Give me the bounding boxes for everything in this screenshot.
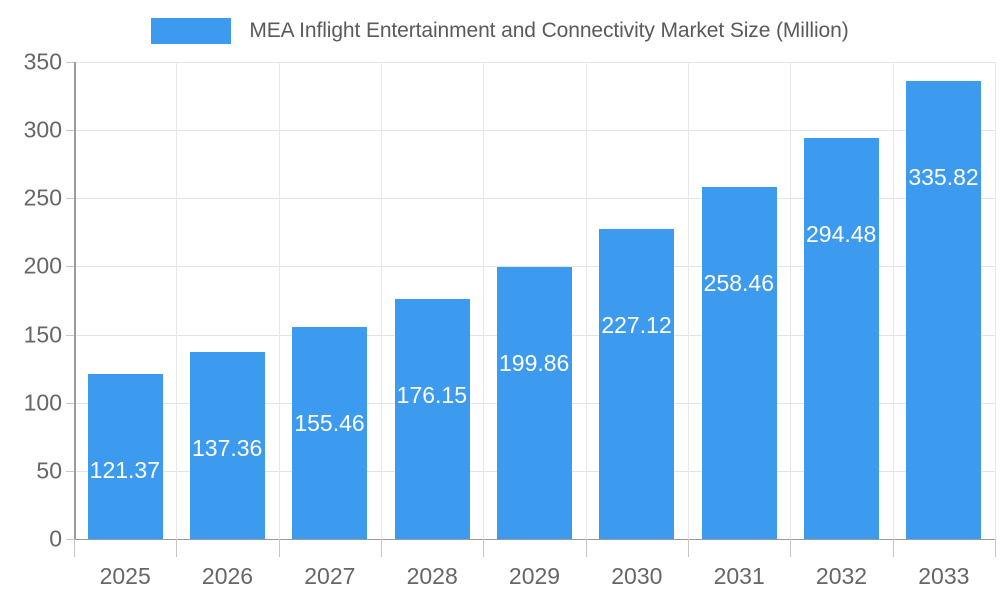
x-axis-tick-mark (995, 539, 996, 557)
y-axis-line (74, 62, 76, 540)
y-axis-tick-mark (66, 470, 74, 472)
gridline-vertical (176, 62, 177, 539)
gridline-vertical (381, 62, 382, 539)
x-axis-tick-label: 2029 (508, 563, 561, 589)
gridline-vertical (279, 62, 280, 539)
y-axis-tick-mark (66, 130, 74, 132)
bar-slot: 137.36 (190, 62, 265, 539)
bar[interactable] (394, 298, 470, 539)
gridline-horizontal (74, 130, 995, 132)
x-axis-tick-mark (893, 539, 894, 557)
x-axis-tick-label: 2032 (815, 563, 868, 589)
bar-slot: 176.15 (394, 62, 470, 539)
x-axis-tick-label: 2026 (201, 563, 254, 589)
y-axis-tick-mark (66, 539, 74, 540)
bar-slot: 294.48 (804, 62, 879, 539)
bar-slot: 121.37 (87, 62, 163, 539)
x-axis-tick-label: 2030 (611, 563, 663, 589)
x-axis-tick-mark (586, 539, 587, 557)
chart-legend: MEA Inflight Entertainment and Connectiv… (0, 10, 1000, 52)
y-axis-tick-label: 250 (23, 184, 62, 211)
gridline-vertical (586, 62, 587, 539)
y-axis-tick-labels: 0 50 100 150 200 250 300 350 (0, 0, 74, 600)
bar[interactable] (906, 81, 982, 539)
x-axis-tick-label: 2033 (918, 563, 970, 589)
gridline-vertical (893, 62, 894, 539)
x-axis-tick-label: 2025 (99, 563, 151, 589)
legend-item-market-size[interactable]: MEA Inflight Entertainment and Connectiv… (151, 18, 849, 44)
y-axis-tick-label: 350 (23, 48, 62, 75)
x-axis-tick-label: 2031 (713, 563, 765, 589)
gridline-horizontal (74, 62, 995, 63)
legend-color-swatch-icon (151, 18, 232, 44)
bar-value-label: 294.48 (806, 220, 877, 247)
bar[interactable] (292, 327, 368, 539)
bar-value-label: 258.46 (703, 269, 775, 296)
bar[interactable] (804, 137, 879, 539)
x-axis-tick-mark (790, 539, 791, 557)
y-axis-tick-mark (66, 198, 74, 200)
x-axis-tick-labels: 2025 2026 2027 2028 2029 2030 2031 2032 2033 (74, 539, 996, 600)
y-axis-tick-mark (66, 334, 74, 336)
bar-value-label: 176.15 (396, 381, 468, 408)
bar-value-label: 199.86 (499, 349, 570, 376)
gridline-vertical (688, 62, 689, 539)
x-axis-tick-label: 2027 (304, 563, 356, 589)
bar-slot: 227.12 (599, 62, 675, 539)
bar[interactable] (701, 186, 777, 539)
bar-slot: 199.86 (497, 62, 572, 539)
y-axis-tick-label: 150 (23, 321, 62, 348)
gridline-vertical (790, 62, 791, 539)
y-axis-tick-mark (66, 62, 74, 63)
x-axis-tick-mark (381, 539, 382, 557)
x-axis-tick-mark (483, 539, 484, 557)
y-axis-tick-label: 300 (23, 116, 62, 143)
gridline-vertical (483, 62, 484, 539)
gridline-vertical (995, 62, 996, 539)
y-axis-tick-mark (66, 402, 74, 404)
x-axis-tick-label: 2028 (406, 563, 458, 589)
bar-slot: 155.46 (292, 62, 368, 539)
bar-value-label: 335.82 (908, 164, 979, 191)
gridline-horizontal (74, 198, 995, 200)
bar[interactable] (497, 266, 572, 539)
y-axis-tick-mark (66, 266, 74, 268)
x-axis-tick-mark (74, 539, 75, 557)
bar[interactable] (599, 229, 675, 539)
y-axis-tick-label: 0 (49, 525, 62, 552)
bar-value-label: 137.36 (192, 434, 263, 461)
bar-value-label: 227.12 (601, 312, 672, 339)
x-axis-line (74, 539, 995, 540)
x-axis-tick-mark (688, 539, 689, 557)
x-axis-tick-mark (176, 539, 177, 557)
bar-value-label: 155.46 (294, 410, 365, 437)
y-axis-tick-label: 50 (36, 457, 62, 484)
y-axis-tick-label: 200 (23, 252, 62, 279)
bar-value-label: 121.37 (89, 456, 161, 483)
y-axis-tick-label: 100 (23, 389, 62, 416)
x-axis-tick-mark (279, 539, 280, 557)
bar[interactable] (87, 373, 163, 539)
bar-slot: 335.82 (906, 62, 982, 539)
bars-container: 121.37 137.36 155.46 176.15 199.86 227.12 258.… (74, 62, 995, 539)
bar-slot: 258.46 (701, 62, 777, 539)
bar[interactable] (190, 351, 265, 539)
legend-label: MEA Inflight Entertainment and Connectiv… (249, 19, 849, 42)
